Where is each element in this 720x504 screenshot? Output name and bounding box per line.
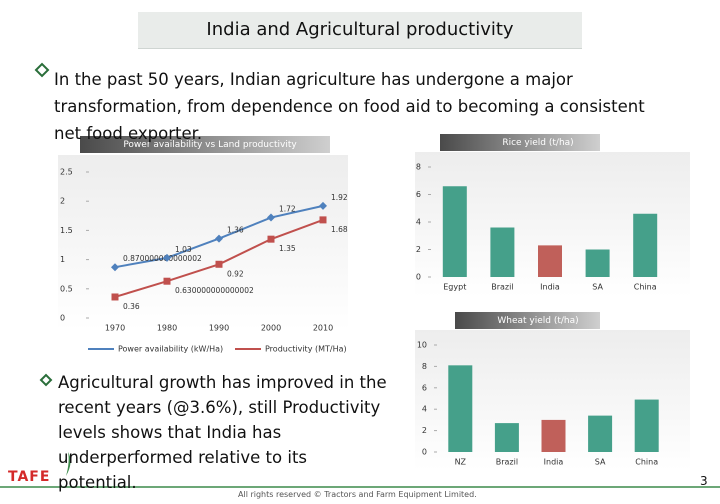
- data-label: 1.35: [279, 244, 296, 253]
- y-tick-label: 1.5: [60, 226, 73, 235]
- bullet-icon: [34, 62, 50, 78]
- bar: [448, 365, 473, 452]
- bullet-text: Agricultural growth has improved in the …: [58, 373, 387, 492]
- x-tick-label: 1970: [105, 324, 125, 333]
- x-tick-label: China: [635, 458, 658, 467]
- bar: [541, 419, 566, 452]
- chart-panel: [58, 155, 348, 330]
- marker: [215, 260, 223, 268]
- logo-leaf: [66, 452, 71, 476]
- data-label: 0.92: [227, 269, 244, 278]
- bar: [634, 399, 659, 452]
- y-tick-label: 0: [60, 314, 65, 323]
- legend-label: Power availability (kW/Ha): [118, 345, 223, 354]
- chart-header: [80, 136, 330, 153]
- y-tick-label: 8: [416, 163, 421, 172]
- footer: All rights reserved © Tractors and Farm …: [238, 490, 477, 499]
- bar: [633, 213, 658, 277]
- marker: [163, 253, 171, 262]
- x-tick-label: SA: [592, 283, 603, 292]
- chart-header: [455, 312, 600, 329]
- x-tick-label: India: [540, 283, 560, 292]
- x-tick-label: 2010: [313, 324, 333, 333]
- y-tick-label: 1: [60, 255, 65, 264]
- data-label: 1.03: [175, 245, 192, 254]
- chart-title: Power availability vs Land productivity: [123, 140, 297, 150]
- x-tick-label: Brazil: [491, 283, 513, 292]
- marker: [111, 293, 119, 301]
- marker: [319, 201, 327, 210]
- x-tick-label: 2000: [261, 324, 281, 333]
- y-tick-label: 0: [422, 448, 427, 457]
- bar: [442, 186, 467, 277]
- x-tick-label: Brazil: [496, 458, 518, 467]
- y-tick-label: 4: [416, 218, 421, 227]
- x-tick-label: 1990: [209, 324, 229, 333]
- title-box: [138, 12, 582, 49]
- bullet-icon: [39, 373, 53, 387]
- x-tick-label: China: [634, 283, 657, 292]
- chart-title: Rice yield (t/ha): [502, 138, 573, 148]
- y-tick-label: 2: [422, 426, 427, 435]
- x-tick-label: NZ: [455, 458, 467, 467]
- marker: [319, 216, 327, 224]
- bar: [585, 249, 610, 277]
- data-label: 0.870000000000002: [123, 254, 202, 263]
- x-tick-label: India: [544, 458, 564, 467]
- bar: [490, 227, 515, 277]
- x-tick-label: 1980: [157, 324, 177, 333]
- data-label: 1.68: [331, 225, 348, 234]
- bar: [494, 423, 519, 452]
- marker: [111, 263, 119, 272]
- chart-header: [440, 134, 600, 151]
- data-label: 0.36: [123, 302, 140, 311]
- y-tick-label: 2: [60, 197, 65, 206]
- bar: [588, 415, 613, 452]
- legend-label: Productivity (MT/Ha): [265, 345, 347, 354]
- page-number: 3: [700, 474, 708, 488]
- bullet-text: In the past 50 years, Indian agriculture…: [54, 70, 645, 143]
- x-tick-label: SA: [595, 458, 606, 467]
- marker: [267, 213, 275, 222]
- y-tick-label: 2.5: [60, 168, 73, 177]
- y-tick-label: 8: [422, 362, 427, 371]
- logo: TAFE: [8, 469, 51, 485]
- y-tick-label: 4: [422, 405, 427, 414]
- data-label: 1.92: [331, 193, 348, 202]
- y-tick-label: 2: [416, 245, 421, 254]
- data-label: 0.630000000000002: [175, 286, 254, 295]
- bar: [538, 245, 562, 277]
- marker: [215, 234, 223, 243]
- marker: [163, 277, 171, 285]
- y-tick-label: 10: [417, 341, 427, 350]
- y-tick-label: 0.5: [60, 284, 73, 293]
- data-label: 1.72: [279, 205, 296, 214]
- y-tick-label: 6: [416, 190, 421, 199]
- marker: [267, 235, 275, 243]
- data-label: 1.36: [227, 226, 244, 235]
- y-tick-label: 6: [422, 383, 427, 392]
- chart-title: Wheat yield (t/ha): [497, 316, 578, 326]
- x-tick-label: Egypt: [443, 283, 466, 292]
- slide-title: India and Agricultural productivity: [206, 19, 514, 40]
- y-tick-label: 0: [416, 273, 421, 282]
